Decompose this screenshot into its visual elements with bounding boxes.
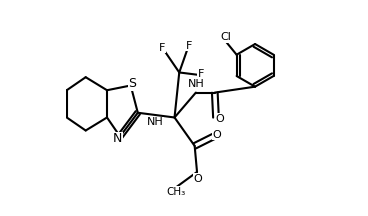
Text: S: S <box>128 77 137 90</box>
Text: Cl: Cl <box>220 32 231 42</box>
Text: F: F <box>159 43 165 52</box>
Text: N: N <box>113 132 122 145</box>
Text: NH: NH <box>146 117 163 127</box>
Text: O: O <box>194 174 203 184</box>
Text: O: O <box>216 114 224 124</box>
Text: NH: NH <box>187 79 204 89</box>
Text: F: F <box>185 41 192 51</box>
Text: CH₃: CH₃ <box>166 187 185 197</box>
Text: F: F <box>198 69 204 79</box>
Text: O: O <box>213 130 222 140</box>
